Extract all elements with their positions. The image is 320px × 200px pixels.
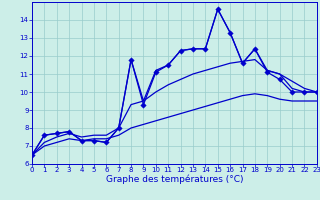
X-axis label: Graphe des températures (°C): Graphe des températures (°C) xyxy=(106,175,243,184)
